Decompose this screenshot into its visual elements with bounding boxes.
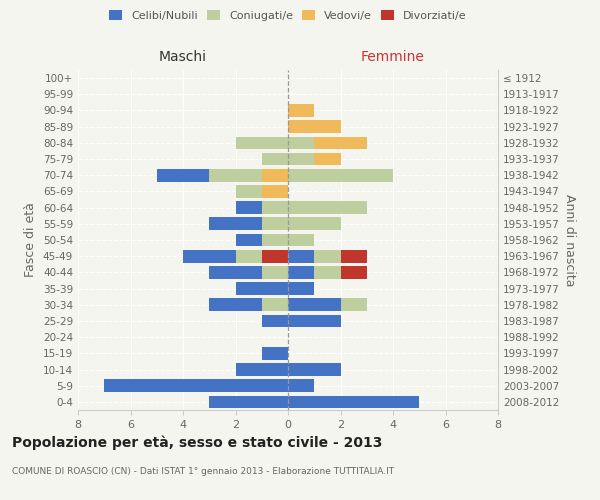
Bar <box>235 363 288 376</box>
Bar <box>288 136 314 149</box>
Bar <box>288 314 341 328</box>
Bar <box>262 266 288 278</box>
Bar <box>288 218 341 230</box>
Bar <box>341 266 367 278</box>
Bar <box>288 152 314 166</box>
Y-axis label: Fasce di età: Fasce di età <box>25 202 37 278</box>
Bar <box>262 152 288 166</box>
Bar <box>235 185 288 198</box>
Bar <box>262 202 288 214</box>
Text: Popolazione per età, sesso e stato civile - 2013: Popolazione per età, sesso e stato civil… <box>12 435 382 450</box>
Bar <box>262 298 288 311</box>
Bar <box>288 250 314 262</box>
Bar <box>288 104 314 117</box>
Bar <box>288 120 341 133</box>
Bar <box>235 250 288 262</box>
Bar <box>288 169 393 181</box>
Bar <box>209 298 288 311</box>
Bar <box>235 136 288 149</box>
Legend: Celibi/Nubili, Coniugati/e, Vedovi/e, Divorziati/e: Celibi/Nubili, Coniugati/e, Vedovi/e, Di… <box>105 6 471 25</box>
Text: Maschi: Maschi <box>159 50 207 64</box>
Bar <box>314 266 341 278</box>
Bar <box>288 266 314 278</box>
Bar <box>262 250 288 262</box>
Bar <box>235 136 288 149</box>
Bar <box>288 282 314 295</box>
Bar <box>209 396 288 408</box>
Bar <box>288 380 314 392</box>
Bar <box>288 298 341 311</box>
Bar <box>288 363 341 376</box>
Bar <box>262 218 288 230</box>
Bar <box>314 250 341 262</box>
Bar <box>262 185 288 198</box>
Bar <box>235 202 288 214</box>
Bar <box>262 152 288 166</box>
Bar <box>183 250 288 262</box>
Text: Femmine: Femmine <box>361 50 425 64</box>
Bar <box>288 234 314 246</box>
Bar <box>262 250 288 262</box>
Bar <box>235 282 288 295</box>
Bar <box>314 152 341 166</box>
Bar <box>341 250 367 262</box>
Bar <box>262 234 288 246</box>
Bar <box>288 396 419 408</box>
Text: COMUNE DI ROASCIO (CN) - Dati ISTAT 1° gennaio 2013 - Elaborazione TUTTITALIA.IT: COMUNE DI ROASCIO (CN) - Dati ISTAT 1° g… <box>12 468 394 476</box>
Bar <box>262 347 288 360</box>
Bar <box>235 185 288 198</box>
Bar <box>288 202 367 214</box>
Bar <box>341 298 367 311</box>
Bar <box>262 169 288 181</box>
Bar <box>104 380 288 392</box>
Y-axis label: Anni di nascita: Anni di nascita <box>563 194 576 286</box>
Bar <box>235 234 288 246</box>
Bar <box>157 169 288 181</box>
Bar <box>314 136 367 149</box>
Bar <box>262 314 288 328</box>
Bar <box>209 218 288 230</box>
Bar <box>209 169 288 181</box>
Bar <box>209 266 288 278</box>
